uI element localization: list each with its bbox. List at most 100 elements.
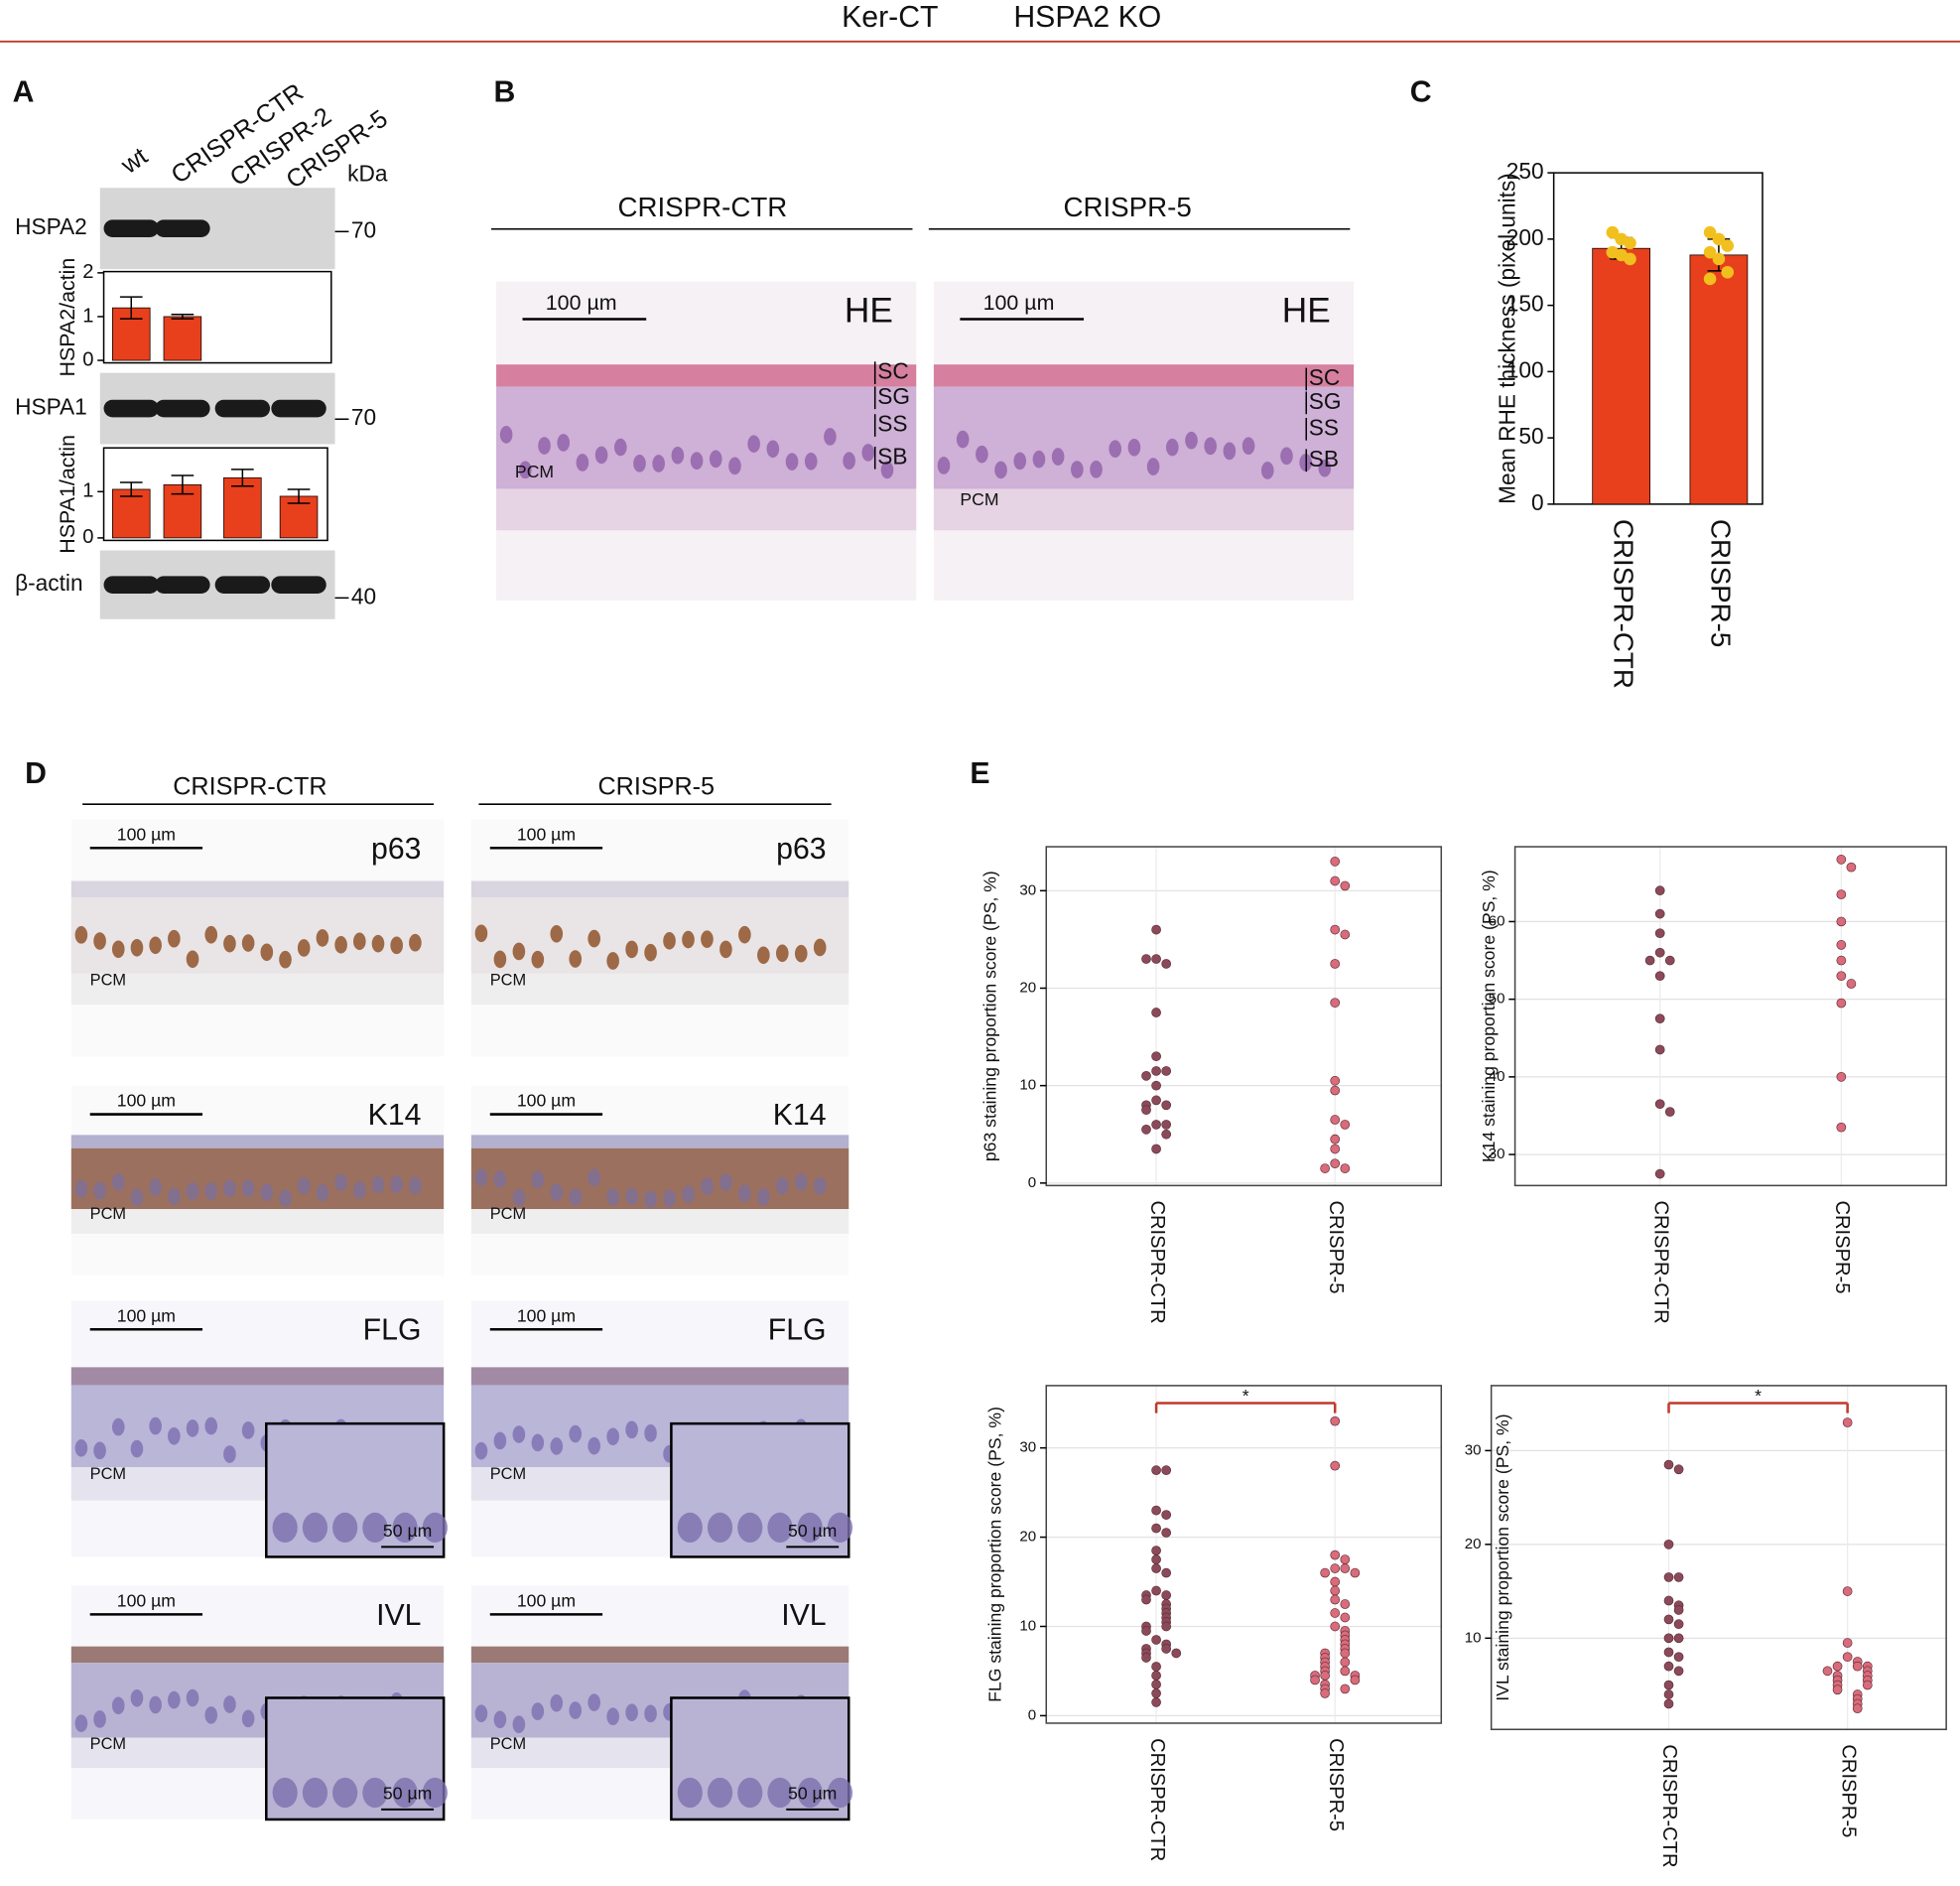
data-point	[1151, 1697, 1161, 1707]
nucleus	[766, 440, 780, 459]
nucleus	[241, 934, 255, 952]
nucleus	[409, 1176, 422, 1195]
nucleus	[663, 1189, 676, 1208]
nucleus	[302, 1512, 328, 1544]
error-bar	[119, 296, 143, 320]
nucleus	[709, 450, 722, 469]
group-heading: CRISPR-CTR	[173, 772, 327, 800]
data-point	[1151, 1080, 1161, 1091]
nucleus	[74, 926, 88, 944]
nucleus	[334, 936, 347, 954]
nucleus	[474, 1441, 488, 1460]
x-tick-label: CRISPR-5	[1831, 1200, 1853, 1293]
data-point	[1712, 252, 1726, 266]
data-point	[1673, 1464, 1684, 1475]
nucleus	[588, 1693, 600, 1711]
data-point	[1836, 955, 1847, 966]
nucleus	[1146, 458, 1160, 475]
data-point	[1842, 1417, 1853, 1427]
panel-label: B	[494, 76, 516, 109]
nucleus	[588, 1168, 600, 1187]
nucleus	[362, 1777, 388, 1809]
matrix-label: PCM	[490, 1205, 526, 1223]
panel-label: C	[1410, 76, 1432, 109]
data-point	[1624, 252, 1636, 266]
data-point	[1712, 232, 1726, 246]
data-point	[1161, 1528, 1172, 1538]
data-point	[1141, 1653, 1151, 1663]
data-point	[1151, 1546, 1161, 1555]
data-point	[1151, 1671, 1161, 1681]
nucleus	[644, 1190, 657, 1209]
layer-label: SG	[877, 383, 910, 409]
nucleus	[409, 933, 422, 952]
data-point	[1663, 1459, 1674, 1470]
data-point	[1836, 889, 1847, 899]
significance-label: *	[1755, 1386, 1762, 1406]
data-point	[1320, 1671, 1330, 1681]
data-point	[1836, 855, 1847, 865]
data-point	[1330, 857, 1341, 867]
tissue-layer	[70, 1646, 445, 1664]
data-point	[1151, 1563, 1161, 1573]
data-point	[1654, 928, 1665, 939]
y-tick-label: 30	[1465, 1441, 1482, 1458]
panel-label: D	[25, 757, 47, 790]
y-tick-label: 60	[1489, 912, 1505, 929]
data-point	[1703, 245, 1717, 259]
nucleus	[677, 1512, 703, 1544]
panel-label: A	[13, 76, 35, 109]
nucleus	[625, 1187, 638, 1206]
nucleus	[371, 1175, 385, 1194]
data-point	[1350, 1567, 1361, 1578]
nucleus	[1109, 440, 1122, 459]
nucleus	[260, 943, 274, 962]
data-point	[1330, 1563, 1341, 1573]
nucleus	[352, 932, 366, 951]
nucleus	[794, 1173, 808, 1191]
matrix-label: PCM	[490, 1465, 526, 1483]
nucleus	[362, 1512, 388, 1544]
nucleus	[1185, 431, 1198, 450]
matrix-label: PCM	[90, 1205, 126, 1223]
data-point	[1141, 954, 1151, 964]
data-point	[1151, 1523, 1161, 1534]
nucleus	[93, 1181, 106, 1200]
stain-label: HE	[1282, 291, 1331, 330]
nucleus	[767, 1777, 793, 1809]
matrix-label: PCM	[90, 971, 126, 989]
plot-frame	[102, 447, 328, 542]
nucleus	[804, 452, 818, 471]
nucleus	[606, 1707, 619, 1726]
data-point	[1151, 1144, 1161, 1154]
nucleus	[569, 950, 583, 968]
layer-label: SB	[1309, 446, 1339, 472]
tissue-layer	[470, 880, 849, 898]
data-point	[1320, 1567, 1330, 1578]
data-point	[1703, 225, 1717, 239]
nucleus	[392, 1777, 418, 1809]
y-tick-label: 30	[1019, 881, 1036, 898]
header-title: Ker-CT	[842, 1, 938, 34]
data-point	[1141, 1626, 1151, 1636]
y-tick-label: 40	[1489, 1068, 1505, 1085]
nucleus	[827, 1777, 853, 1809]
data-point	[1151, 1095, 1161, 1106]
data-point	[1836, 1122, 1847, 1133]
y-tick-label: 1	[82, 305, 93, 327]
error-bar	[171, 474, 195, 495]
data-point	[1836, 916, 1847, 927]
data-point	[1151, 1120, 1161, 1130]
nucleus	[149, 1178, 162, 1196]
scale-label: 100 µm	[517, 1091, 576, 1111]
nucleus	[775, 944, 789, 963]
nucleus	[74, 1438, 88, 1457]
nucleus	[149, 936, 162, 955]
data-point	[1663, 1680, 1674, 1690]
error-bar	[287, 488, 311, 504]
stain-label: IVL	[376, 1599, 421, 1632]
nucleus	[279, 1189, 292, 1207]
nucleus	[588, 1436, 600, 1455]
